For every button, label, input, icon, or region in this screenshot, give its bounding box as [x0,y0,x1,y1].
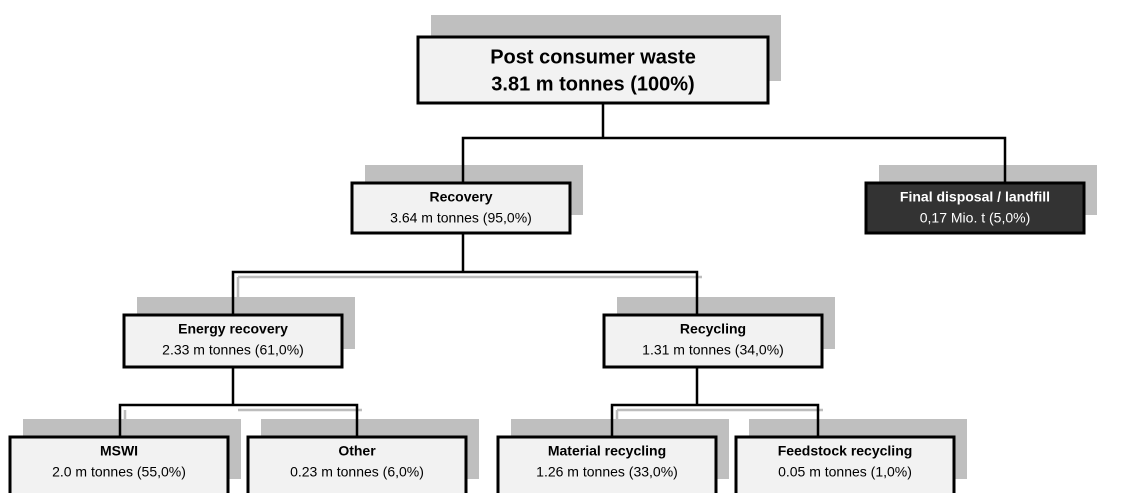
node-box [350,181,572,235]
node-value: 1.26 m tonnes (33,0%) [536,464,678,480]
node-label: MSWI [100,443,138,459]
node-value: 1.31 m tonnes (34,0%) [642,342,784,358]
node-box [602,313,824,369]
node-box [734,435,956,493]
node-value: 0.23 m tonnes (6,0%) [290,464,424,480]
node-label: Other [338,443,376,459]
node-box [416,35,770,105]
node-label: Feedstock recycling [778,443,913,459]
node-label: Post consumer waste [490,46,696,68]
node-label: Final disposal / landfill [900,189,1050,205]
node-value: 2.33 m tonnes (61,0%) [162,342,304,358]
node-box [8,435,230,493]
node-label: Recovery [429,189,492,205]
node-value: 3.81 m tonnes (100%) [491,73,694,95]
node-box [864,181,1086,235]
node-value: 0,17 Mio. t (5,0%) [920,210,1031,226]
node-box [246,435,468,493]
node-label: Recycling [680,321,746,337]
node-box [122,313,344,369]
node-label: Energy recovery [178,321,288,337]
node-value: 3.64 m tonnes (95,0%) [390,210,532,226]
node-value: 0.05 m tonnes (1,0%) [778,464,912,480]
connectors [118,103,1007,437]
node-label: Material recycling [548,443,666,459]
node-value: 2.0 m tonnes (55,0%) [52,464,186,480]
node-box [496,435,718,493]
